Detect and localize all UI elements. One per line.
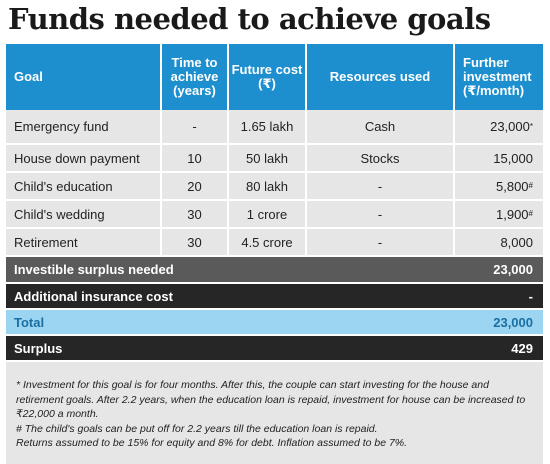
cell-investment: 8,000: [455, 229, 543, 255]
goals-table: Goal Time to achieve (years) Future cost…: [6, 44, 543, 360]
cell-cost: 1 crore: [229, 201, 307, 227]
cell-investment: 15,000: [455, 145, 543, 171]
insurance-value: -: [528, 288, 533, 304]
table-row: Child's wedding 30 1 crore - 1,900 #: [6, 201, 543, 227]
investment-value: 8,000: [500, 234, 533, 250]
cell-time: 30: [162, 229, 229, 255]
cell-time: 10: [162, 145, 229, 171]
investment-value: 23,000: [490, 119, 530, 134]
table-row: House down payment 10 50 lakh Stocks 15,…: [6, 145, 543, 171]
insurance-label: Additional insurance cost: [14, 288, 173, 304]
footnote-3: Returns assumed to be 15% for equity and…: [16, 437, 408, 449]
cell-time: 20: [162, 173, 229, 199]
cell-cost: 80 lakh: [229, 173, 307, 199]
cell-investment: 5,800 #: [455, 173, 543, 199]
table-header: Goal Time to achieve (years) Future cost…: [6, 44, 543, 110]
surplus-needed-value: 23,000: [493, 262, 533, 277]
cell-resources: Stocks: [307, 145, 455, 171]
cell-cost: 4.5 crore: [229, 229, 307, 255]
cell-cost: 50 lakh: [229, 145, 307, 171]
total-row: Total 23,000: [6, 310, 543, 334]
header-resources: Resources used: [307, 44, 455, 110]
surplus-needed-label: Investible surplus needed: [14, 262, 174, 277]
table-row: Child's education 20 80 lakh - 5,800 #: [6, 173, 543, 199]
investment-value: 15,000: [493, 150, 533, 166]
table-row: Emergency fund - 1.65 lakh Cash 23,000 *: [6, 110, 543, 143]
cell-resources: -: [307, 201, 455, 227]
total-label: Total: [14, 314, 45, 330]
cell-cost: 1.65 lakh: [229, 110, 307, 143]
insurance-row: Additional insurance cost -: [6, 284, 543, 308]
investment-value: 1,900: [496, 206, 529, 222]
cell-investment: 1,900 #: [455, 201, 543, 227]
cell-goal: Emergency fund: [6, 110, 162, 143]
cell-time: 30: [162, 201, 229, 227]
cell-goal: House down payment: [6, 145, 162, 171]
cell-resources: Cash: [307, 110, 455, 143]
surplus-needed-row: Investible surplus needed 23,000: [6, 257, 543, 282]
cell-investment: 23,000 *: [455, 110, 543, 143]
footnote-1: * Investment for this goal is for four m…: [16, 379, 526, 420]
header-cost: Future cost (₹): [229, 44, 307, 110]
cell-goal: Child's education: [6, 173, 162, 199]
cell-time: -: [162, 110, 229, 143]
total-value: 23,000: [493, 314, 533, 330]
header-goal: Goal: [6, 44, 162, 110]
cell-goal: Retirement: [6, 229, 162, 255]
header-time: Time to achieve (years): [162, 44, 229, 110]
header-investment: Further investment (₹/month): [463, 55, 532, 98]
cell-resources: -: [307, 229, 455, 255]
surplus-value: 429: [511, 340, 533, 356]
cell-goal: Child's wedding: [6, 201, 162, 227]
footnotes: * Investment for this goal is for four m…: [6, 362, 543, 464]
surplus-label: Surplus: [14, 340, 63, 356]
table-row: Retirement 30 4.5 crore - 8,000: [6, 229, 543, 255]
investment-value: 5,800: [496, 178, 529, 194]
page-title: Funds needed to achieve goals: [8, 2, 491, 36]
footnote-2: # The child's goals can be put off for 2…: [16, 422, 378, 435]
surplus-row: Surplus 429: [6, 336, 543, 360]
cell-resources: -: [307, 173, 455, 199]
